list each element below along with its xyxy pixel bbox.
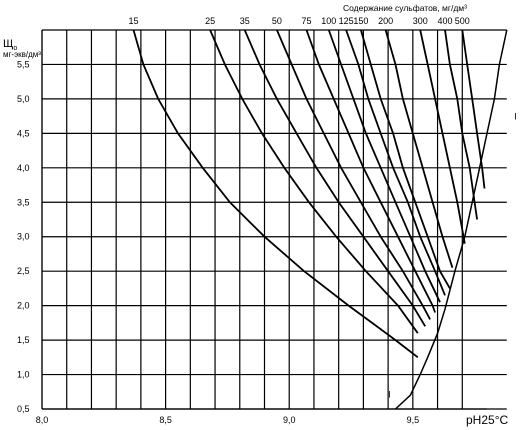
series-top-label: 300: [413, 16, 428, 26]
sulfate-curve-125: [345, 29, 446, 296]
series-top-label: 75: [302, 16, 312, 26]
x-axis-label: pH25°C: [466, 413, 508, 427]
sulfate-curve-15: [132, 29, 419, 359]
series-top-label: 50: [272, 16, 282, 26]
y-tick-label: 4,0: [17, 163, 30, 173]
sulfate-curve-100: [327, 29, 441, 303]
y-tick-label: 2,5: [17, 266, 30, 276]
series-top-label: 125: [339, 16, 354, 26]
series-top-label: 15: [128, 16, 138, 26]
y-tick-label: 5,0: [17, 94, 30, 104]
boundary-curve-I: [394, 29, 508, 410]
series-top-label: 100: [321, 16, 336, 26]
y-tick-label: 2,0: [17, 301, 30, 311]
y-tick-label: 3,0: [17, 232, 30, 242]
y-tick-label: 5,5: [17, 59, 30, 69]
y-tick-label: 1,0: [17, 370, 30, 380]
series-top-label: 25: [205, 16, 215, 26]
sulfate-curve-150: [360, 29, 451, 289]
sulfate-curve-25: [209, 29, 419, 334]
series-top-label: 150: [353, 16, 368, 26]
sulfate-curve-75: [305, 29, 436, 313]
grid: [41, 29, 507, 410]
y-tick-label: 0,5: [17, 404, 30, 414]
sulfate-curve-300: [419, 29, 466, 244]
series-top-label: 500: [455, 16, 470, 26]
sulfate-curve-50: [276, 29, 431, 320]
series-top-label: 200: [378, 16, 393, 26]
x-tick-label: 9,5: [407, 415, 420, 425]
tick-labels: I I 0,5 1,0 1,5 2,0 2,5 3,0 3,5 4,0 4,5 5,0 5,5 8,0 8,…: [17, 16, 517, 425]
x-tick-label: 8,5: [159, 415, 172, 425]
boundary-curve-label: I: [388, 389, 391, 399]
x-tick-label: 9,0: [283, 415, 296, 425]
sulfate-curve-400: [444, 29, 478, 220]
chart-title: Содержание сульфатов, мг/дм³: [343, 3, 467, 13]
y-tick-label: 1,5: [17, 335, 30, 345]
sulfate-curves: [132, 29, 508, 410]
y-tick-label: 3,5: [17, 197, 30, 207]
sulfate-curve-200: [384, 29, 454, 268]
sulfate-curve-500: [461, 29, 486, 189]
series-top-label: 400: [437, 16, 452, 26]
x-tick-label: 8,0: [36, 415, 49, 425]
series-top-label: 35: [240, 16, 250, 26]
boundary-curve-label: I: [514, 112, 517, 122]
y-axis-label-line2: мг-экв/дм³: [3, 50, 41, 59]
y-tick-label: 4,5: [17, 128, 30, 138]
sulfate-curve-35: [243, 29, 426, 327]
y-axis-label-line1: Що: [3, 38, 17, 52]
